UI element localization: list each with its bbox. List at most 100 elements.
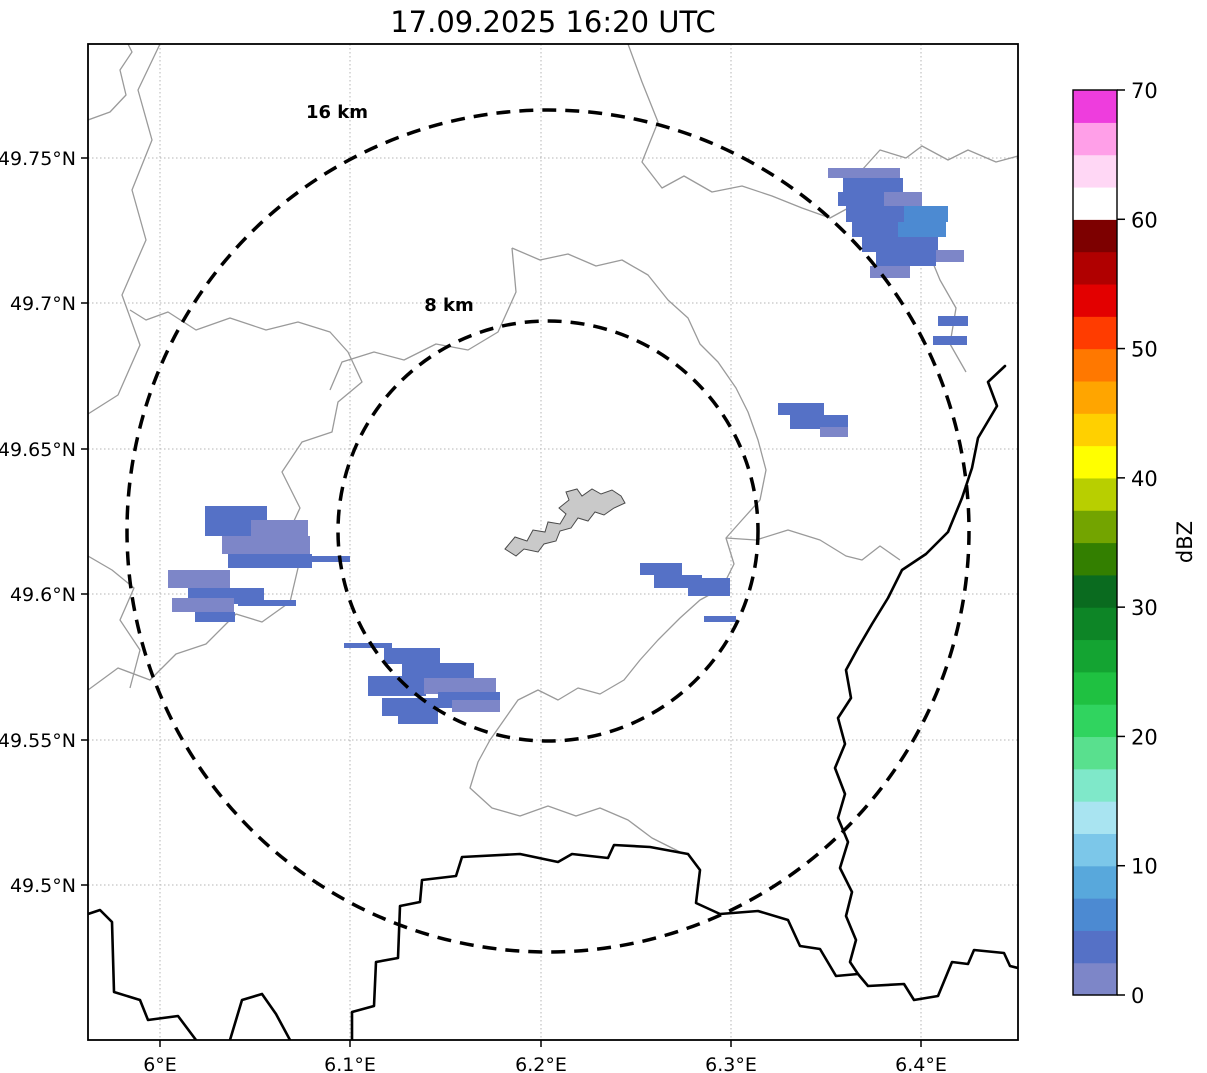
country-border-line bbox=[350, 843, 1018, 1040]
colorbar-segment bbox=[1073, 671, 1117, 705]
radar-echo-cell bbox=[846, 206, 904, 222]
colorbar-segment bbox=[1073, 477, 1117, 511]
y-tick-label: 49.55°N bbox=[0, 730, 76, 752]
colorbar-segment bbox=[1073, 704, 1117, 738]
colorbar-segment bbox=[1073, 962, 1117, 996]
x-tick-label: 6.1°E bbox=[324, 1054, 376, 1073]
radar-echo-cell bbox=[936, 250, 964, 262]
country-border-line bbox=[833, 364, 1007, 976]
radar-echo-cell bbox=[933, 336, 967, 345]
radar-echo-cell bbox=[168, 570, 230, 588]
radar-echo-cell bbox=[344, 643, 392, 648]
radar-echo-cell bbox=[884, 192, 922, 206]
radar-echo-cell bbox=[205, 506, 267, 522]
colorbar-tick-label: 0 bbox=[1131, 984, 1144, 1008]
admin-boundary-line bbox=[88, 555, 141, 689]
colorbar-frame bbox=[1072, 89, 1118, 996]
radar-echo-cell bbox=[205, 520, 251, 536]
admin-boundary-line bbox=[88, 44, 133, 121]
range-ring-label: 16 km bbox=[306, 102, 368, 123]
radar-echo-cell bbox=[382, 698, 438, 716]
colorbar-segment bbox=[1073, 283, 1117, 317]
radar-echo-cell bbox=[452, 700, 500, 712]
colorbar-segment bbox=[1073, 445, 1117, 479]
radar-echo-cell bbox=[688, 578, 730, 596]
radar-echo-cell bbox=[904, 206, 948, 222]
radar-echo-cell bbox=[368, 676, 426, 696]
colorbar-segment bbox=[1073, 122, 1117, 156]
radar-echo-cell bbox=[870, 266, 910, 278]
admin-boundary-line bbox=[469, 247, 767, 853]
colorbar-segment bbox=[1073, 413, 1117, 447]
colorbar-tick-label: 10 bbox=[1131, 855, 1158, 879]
radar-echo-cell bbox=[843, 178, 903, 192]
radar-echo-cell bbox=[238, 600, 296, 606]
x-tick-label: 6.2°E bbox=[515, 1054, 567, 1073]
radar-echo-cell bbox=[402, 663, 474, 679]
radar-echo-cell bbox=[820, 427, 848, 437]
x-tick-label: 6°E bbox=[143, 1054, 177, 1073]
radar-echo-cell bbox=[778, 403, 824, 415]
colorbar-segment bbox=[1073, 574, 1117, 608]
radar-echo-cell bbox=[398, 714, 438, 724]
y-tick-label: 49.6°N bbox=[10, 584, 76, 606]
x-tick-label: 6.3°E bbox=[705, 1054, 757, 1073]
radar-echo-cell bbox=[862, 237, 938, 252]
range-ring-label: 8 km bbox=[424, 295, 474, 316]
radar-echo-cell bbox=[172, 598, 234, 612]
radar-echo-cell bbox=[938, 316, 968, 326]
colorbar-segment bbox=[1073, 607, 1117, 641]
colorbar-segment bbox=[1073, 930, 1117, 964]
y-tick-label: 49.75°N bbox=[0, 148, 76, 170]
colorbar-axis-label: dBZ bbox=[1173, 521, 1197, 563]
colorbar-segment bbox=[1073, 865, 1117, 899]
radar-echo-cell bbox=[195, 612, 235, 622]
colorbar-tick-label: 30 bbox=[1131, 596, 1158, 620]
colorbar-tick-label: 60 bbox=[1131, 208, 1158, 232]
radar-echo-cell bbox=[828, 168, 900, 178]
colorbar-segment bbox=[1073, 736, 1117, 770]
city-area-polygon bbox=[504, 488, 626, 557]
radar-echo-cell bbox=[222, 536, 310, 554]
figure-title: 17.09.2025 16:20 UTC bbox=[390, 5, 716, 39]
range-ring bbox=[336, 319, 760, 743]
x-tick-label: 6.4°E bbox=[895, 1054, 947, 1073]
colorbar: 0 10 20 30 40 50 60 70 bbox=[1072, 79, 1158, 1008]
admin-boundary-line bbox=[88, 44, 161, 415]
radar-echo-cell bbox=[640, 563, 682, 575]
admin-boundary-line bbox=[329, 247, 517, 391]
y-tick-label: 49.5°N bbox=[10, 875, 76, 897]
colorbar-tick-label: 70 bbox=[1131, 79, 1158, 103]
colorbar-tick-label: 40 bbox=[1131, 467, 1158, 491]
colorbar-tick-label: 20 bbox=[1131, 725, 1158, 749]
colorbar-segment bbox=[1073, 316, 1117, 350]
colorbar-segment bbox=[1073, 801, 1117, 834]
admin-boundary-line bbox=[88, 309, 363, 691]
admin-boundary-line bbox=[851, 145, 1018, 207]
colorbar-segment bbox=[1073, 510, 1117, 544]
radar-echo-cell bbox=[790, 415, 848, 429]
colorbar-segment bbox=[1073, 348, 1117, 382]
admin-boundary-line bbox=[627, 44, 967, 373]
radar-echo-cell bbox=[424, 678, 496, 694]
colorbar-segment bbox=[1073, 898, 1117, 931]
plot-frame bbox=[87, 43, 1019, 1041]
colorbar-segment bbox=[1073, 639, 1117, 673]
colorbar-segment bbox=[1073, 219, 1117, 253]
radar-echo-cell bbox=[298, 556, 350, 562]
radar-echo-cell bbox=[876, 252, 936, 266]
colorbar-segment bbox=[1073, 380, 1117, 414]
plot-layer: 16 km 8 km 6°E 6.1°E 6.2°E 6.3°E 6.4°E 49.75°N 4… bbox=[0, 43, 1019, 1073]
colorbar-segment bbox=[1073, 542, 1117, 576]
radar-echo-cell bbox=[838, 192, 884, 206]
radar-echo-cell bbox=[250, 520, 308, 536]
colorbar-segment bbox=[1073, 90, 1117, 123]
admin-boundary-line bbox=[725, 529, 901, 561]
range-ring bbox=[125, 108, 971, 954]
colorbar-segment bbox=[1073, 154, 1117, 188]
country-border-line bbox=[88, 908, 198, 1040]
colorbar-segment bbox=[1073, 251, 1117, 285]
radar-echo-cell bbox=[704, 616, 736, 622]
